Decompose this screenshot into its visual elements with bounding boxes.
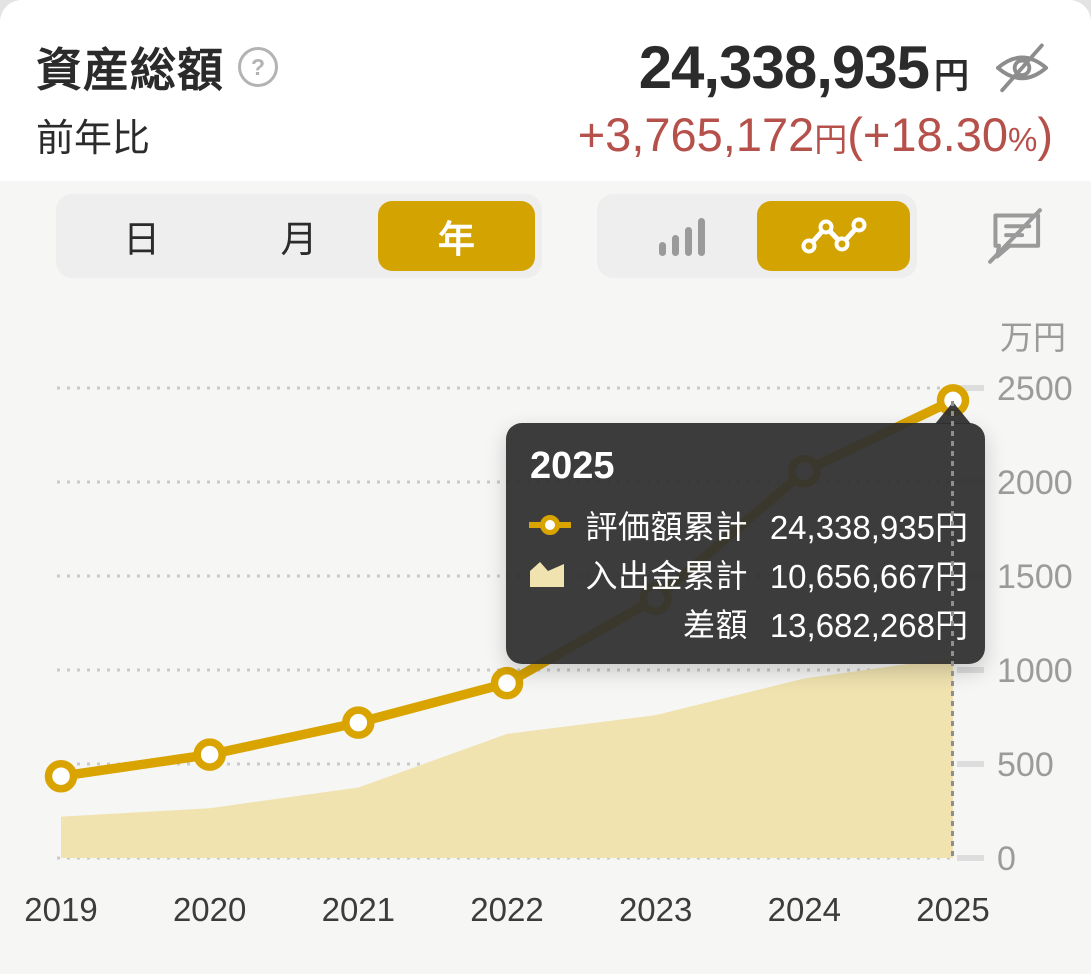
yoy-amount: +3,765,172: [577, 107, 815, 161]
chart-tooltip: 2025 評価額累計 24,338,935円 入出金累計 10,656,667円: [506, 423, 985, 664]
x-axis-label: 2024: [768, 891, 841, 928]
data-point-2022: [490, 666, 524, 700]
area-legend-icon: [530, 561, 564, 587]
chart-type-toggle-group: [597, 194, 917, 278]
line-chart-icon: [801, 217, 866, 254]
yoy-percent-unit: %: [1008, 120, 1038, 158]
tooltip-row-deposits: 入出金累計 10,656,667円: [528, 549, 968, 598]
data-point-2021: [342, 706, 375, 739]
assets-summary-header: 資産総額 ? 24,338,935 円 前年比 +3,765,172 円 (+1…: [0, 0, 1091, 181]
period-month-button[interactable]: 月: [220, 201, 377, 271]
y-axis-label: 1500: [997, 558, 1073, 596]
deposits-area-series: [61, 657, 953, 858]
x-axis-label: 2022: [470, 891, 543, 928]
annotation-off-icon: [988, 208, 1042, 264]
help-icon[interactable]: ?: [238, 47, 278, 87]
yoy-label: 前年比: [36, 117, 151, 160]
yoy-percent: (+18.30: [847, 107, 1008, 161]
period-year-button[interactable]: 年: [377, 201, 535, 271]
bar-chart-icon: [658, 218, 705, 256]
y-axis-label: 2500: [997, 370, 1073, 408]
tooltip-row-difference: 差額 13,682,268円: [528, 598, 968, 647]
eye-off-icon: [995, 43, 1049, 93]
tooltip-row-valuation: 評価額累計 24,338,935円: [528, 500, 968, 549]
yoy-percent-close: ): [1037, 107, 1053, 161]
selected-year-indicator-line: [951, 401, 954, 858]
data-point-2019: [44, 759, 78, 793]
x-axis-label: 2025: [916, 891, 989, 928]
data-point-2020: [193, 738, 226, 771]
line-chart-button[interactable]: [757, 201, 910, 271]
page-title: 資産総額: [36, 44, 224, 96]
line-legend-icon: [529, 514, 571, 535]
y-axis-unit-label: 万円: [1000, 319, 1066, 356]
x-axis-label: 2020: [173, 891, 246, 928]
tooltip-label: 入出金累計: [585, 557, 748, 594]
x-axis-label: 2023: [619, 891, 692, 928]
y-axis-label: 1000: [997, 652, 1073, 690]
x-axis-label: 2021: [322, 891, 395, 928]
hide-amount-button[interactable]: [991, 39, 1053, 95]
tooltip-label: 差額: [682, 606, 748, 643]
y-axis-label: 2000: [997, 464, 1073, 502]
period-toggle-group: 日 月 年: [56, 194, 542, 278]
tooltip-value: 10,656,667円: [769, 557, 968, 595]
tooltip-label: 評価額累計: [585, 508, 748, 545]
period-day-button[interactable]: 日: [63, 201, 220, 271]
y-axis-label: 0: [997, 840, 1016, 878]
yoy-change-value: +3,765,172 円 (+18.30 % ): [578, 107, 1053, 162]
y-axis-label: 500: [997, 746, 1054, 784]
x-axis-label: 2019: [24, 891, 97, 928]
currency-unit: 円: [933, 56, 969, 96]
total-amount: 24,338,935: [638, 33, 930, 101]
tooltip-year: 2025: [530, 445, 615, 487]
hide-labels-button[interactable]: [983, 206, 1047, 266]
chart-controls: 日 月 年: [0, 181, 1091, 291]
total-assets-value: 24,338,935 円: [639, 33, 969, 102]
bar-chart-button[interactable]: [604, 201, 757, 271]
tooltip-value: 13,682,268円: [769, 606, 968, 644]
tooltip-value: 24,338,935円: [769, 508, 968, 546]
yoy-amount-unit: 円: [814, 120, 848, 158]
